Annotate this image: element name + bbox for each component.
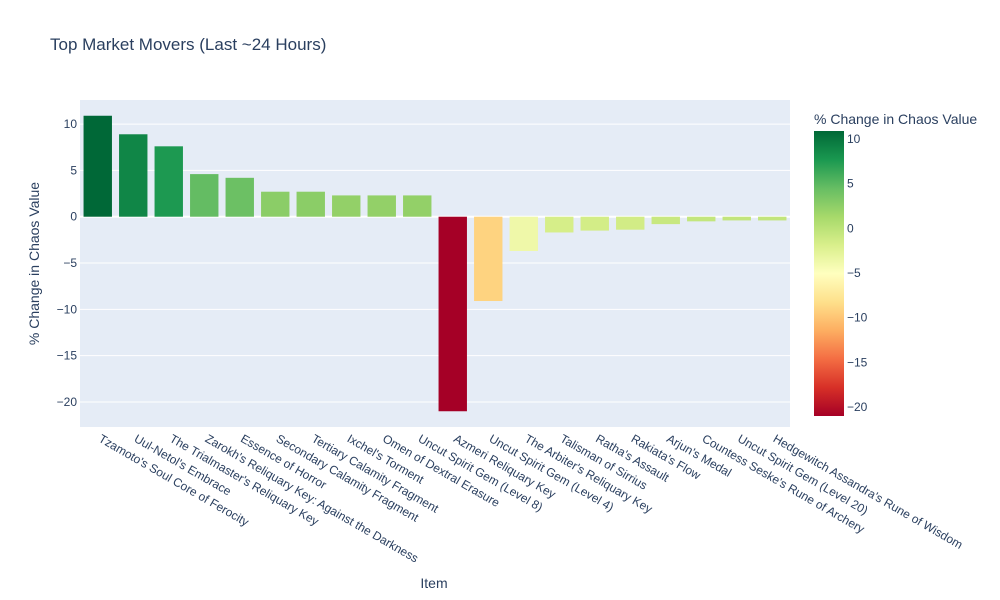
y-tick-label: −10 [57,302,78,316]
colorbar-tick-label: −10 [847,311,868,325]
bar [722,216,751,221]
bar [545,216,574,233]
y-tick-label: −15 [57,349,78,363]
bar [474,216,503,302]
bar [261,191,290,217]
bar [580,216,609,231]
y-tick-label: 10 [64,117,78,131]
bar [509,216,538,251]
bar [758,216,787,221]
y-tick-label: 0 [70,210,77,224]
colorbar-tick-label: 0 [847,221,854,235]
y-tick-label: −5 [63,256,77,270]
colorbar-tick-label: −5 [847,266,861,280]
x-axis-ticks: Tzamoto's Soul Core of FerocityUul-Netol… [96,431,965,565]
y-tick-label: 5 [70,163,77,177]
x-axis-title: Item [420,575,447,591]
colorbar-tick-label: 10 [847,132,861,146]
bar [332,195,361,217]
colorbar-ticks: 10 5 0 −5 −10 −15 −20 [847,132,868,414]
bar [225,177,254,217]
y-axis-title: % Change in Chaos Value [26,182,42,345]
bar [190,174,219,217]
bar [651,216,680,225]
colorbar [814,131,844,416]
bar [403,195,432,217]
bar [119,134,148,217]
bar [367,195,396,217]
colorbar-title: % Change in Chaos Value [814,111,977,127]
bars [83,115,787,412]
bar [296,191,325,217]
bar [616,216,645,230]
colorbar-tick-label: 5 [847,177,854,191]
bar [438,216,467,412]
colorbar-tick-label: −20 [847,400,868,414]
bar [687,216,716,222]
chart-title: Top Market Movers (Last ~24 Hours) [50,35,326,54]
bar [83,115,112,217]
y-axis-ticks: 10 5 0 −5 −10 −15 −20 [57,117,78,409]
bar [154,146,183,217]
y-tick-label: −20 [57,395,78,409]
colorbar-tick-label: −15 [847,355,868,369]
